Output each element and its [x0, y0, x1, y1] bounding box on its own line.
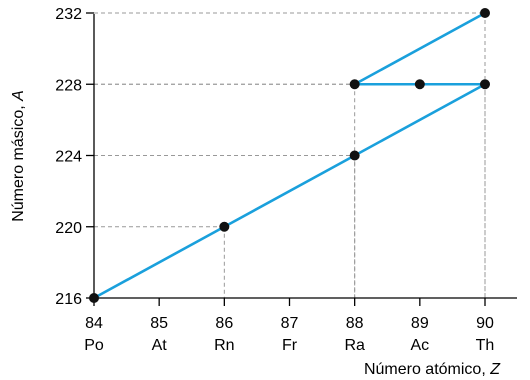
- y-tick-label: 228: [55, 77, 82, 94]
- y-tick-label: 220: [55, 220, 82, 237]
- ticks: 216 220 224 228 232 84 Po 85 At 86 Rn 87 Fr 88 Ra 89 Ac 9…: [55, 6, 494, 354]
- x-tick-number: 87: [281, 315, 299, 332]
- x-tick-number: 88: [346, 315, 364, 332]
- x-tick-symbol: Fr: [282, 337, 298, 354]
- x-tick-symbol: At: [152, 337, 168, 354]
- data-points: [89, 8, 490, 303]
- y-tick-label: 224: [55, 149, 82, 166]
- x-tick-number: 85: [150, 315, 168, 332]
- data-point: [219, 221, 230, 232]
- data-point: [89, 293, 99, 303]
- x-tick-symbol: Rn: [214, 337, 234, 354]
- y-axis-title: Número másico, A: [10, 90, 27, 222]
- x-tick-number: 89: [411, 315, 429, 332]
- x-tick-symbol: Ra: [344, 337, 365, 354]
- x-tick-number: 90: [476, 315, 494, 332]
- x-tick-symbol: Th: [476, 337, 495, 354]
- data-point: [414, 79, 425, 90]
- y-tick-label: 216: [55, 291, 82, 308]
- data-point: [349, 79, 360, 90]
- data-point: [480, 79, 490, 90]
- x-tick-symbol: Po: [84, 337, 104, 354]
- data-point: [480, 8, 490, 18]
- guide-lines: [94, 12, 486, 298]
- y-tick-label: 232: [55, 6, 82, 23]
- x-tick-number: 86: [215, 315, 233, 332]
- x-axis-title: Número atómico, Z: [364, 361, 501, 378]
- data-point: [349, 150, 360, 161]
- x-tick-number: 84: [85, 315, 103, 332]
- x-tick-symbol: Ac: [410, 337, 429, 354]
